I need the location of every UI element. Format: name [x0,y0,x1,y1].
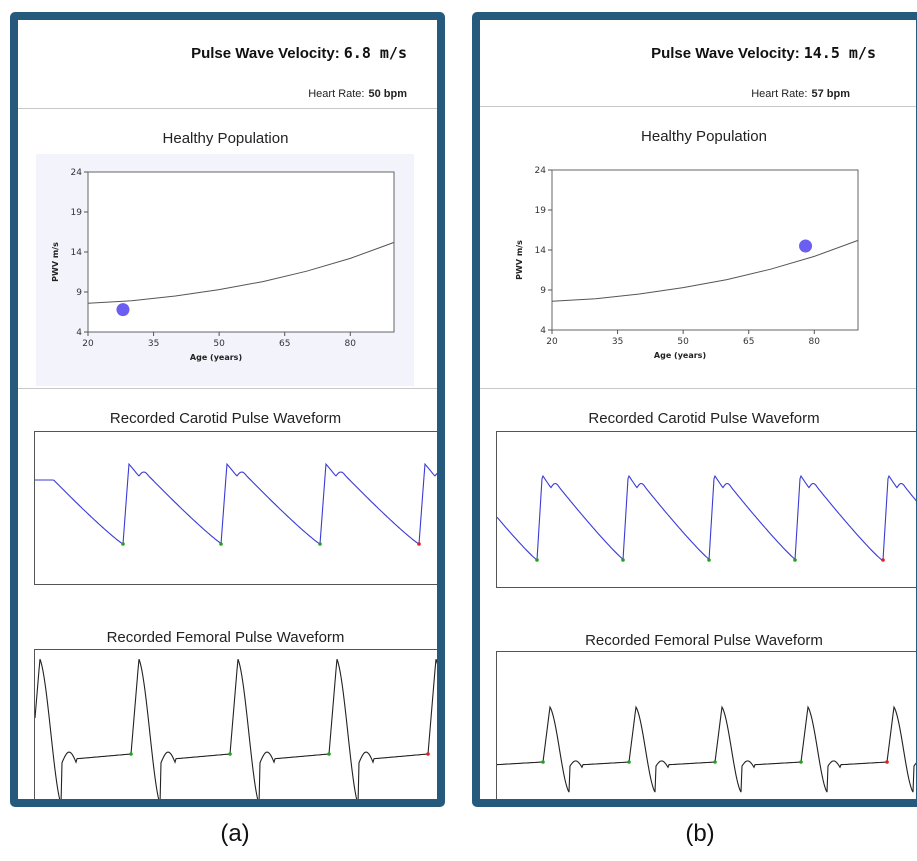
y-axis-label: PWV m/s [51,242,60,282]
heart-rate-label: Heart Rate: [308,88,365,100]
x-tick-label: 65 [743,337,754,347]
wave-foot-marker [417,542,421,546]
patient-point [116,303,130,317]
divider [480,388,916,389]
wave-foot-marker [318,542,322,546]
wave-foot-marker [228,752,232,756]
carotid-waveform-plot [496,431,916,588]
divider [18,388,437,389]
population-chart-title: Healthy Population [641,128,767,145]
heart-rate-readout: Heart Rate: 50 bpm [308,88,407,100]
x-axis-label: Age (years) [190,353,242,362]
wave-foot-marker [799,760,803,764]
waveform-trace [497,474,916,562]
y-tick-label: 14 [71,248,83,258]
pwv-value: 6.8 m/s [343,44,407,62]
wave-foot-marker [621,558,625,562]
femoral-waveform [35,659,437,799]
wave-foot-marker [707,558,711,562]
wave-foot-marker [793,558,797,562]
waveform-trace [35,659,437,799]
x-tick-label: 20 [82,339,94,349]
y-tick-label: 9 [540,286,546,296]
x-tick-label: 50 [213,339,225,349]
y-axis-label: PWV m/s [515,240,524,280]
x-tick-label: 20 [546,337,558,347]
waveform-trace [35,462,437,546]
divider [18,108,437,109]
pwv-readout: Pulse Wave Velocity: 6.8 m/s [191,44,407,62]
y-tick-label: 19 [71,208,83,218]
wave-foot-marker [627,760,631,764]
x-tick-label: 50 [677,337,689,347]
carotid-waveform-plot [34,431,437,585]
heart-rate-value: 57 bpm [811,88,850,100]
pwv-label: Pulse Wave Velocity: [651,45,800,62]
waveform-trace [497,705,916,793]
population-chart: 4 9 14 19 24 20 35 50 65 80 Age (years) PWV m/s [51,168,395,362]
y-tick-label: 4 [540,326,546,336]
divider [480,106,916,107]
pwv-label: Pulse Wave Velocity: [191,45,340,62]
carotid-waveform [497,474,916,562]
y-tick-label: 19 [535,206,547,216]
femoral-waveform-plot [34,649,437,799]
pwv-readout: Pulse Wave Velocity: 14.5 m/s [651,44,876,62]
y-tick-label: 4 [76,328,82,338]
reference-curve [87,241,395,304]
carotid-waveform [35,462,437,546]
y-tick-label: 14 [535,246,547,256]
plot-area [87,171,395,333]
y-tick-label: 24 [535,166,547,176]
carotid-waveform-title: Recorded Carotid Pulse Waveform [109,410,342,427]
y-tick-label: 24 [71,168,83,178]
patient-point [799,239,813,253]
wave-foot-marker [327,752,331,756]
y-tick-label: 9 [76,288,82,298]
wave-foot-marker [121,542,125,546]
x-tick-label: 80 [345,339,357,349]
panel-a: Pulse Wave Velocity: 6.8 m/s Heart Rate: 5… [10,12,445,807]
femoral-waveform-plot [496,651,916,799]
wave-foot-marker [881,558,885,562]
femoral-waveform [497,705,916,793]
carotid-waveform-title: Recorded Carotid Pulse Waveform [588,410,820,427]
femoral-waveform-title: Recorded Femoral Pulse Waveform [106,629,345,646]
x-tick-label: 80 [809,337,821,347]
heart-rate-value: 50 bpm [368,88,407,100]
x-tick-label: 35 [148,339,159,349]
x-axis-label: Age (years) [654,351,706,360]
reference-curve [551,239,859,302]
wave-foot-marker [535,558,539,562]
wave-foot-marker [713,760,717,764]
caption-a: (a) [220,820,250,847]
x-tick-label: 65 [279,339,290,349]
wave-foot-marker [219,542,223,546]
population-chart-title: Healthy Population [162,130,289,147]
plot-area [551,169,859,331]
wave-foot-marker [426,752,430,756]
x-tick-label: 35 [612,337,623,347]
population-chart: 4 9 14 19 24 20 35 50 65 80 Age (years) PWV m/s [515,166,859,360]
wave-foot-marker [885,760,889,764]
heart-rate-readout: Heart Rate: 57 bpm [751,88,850,100]
heart-rate-label: Heart Rate: [751,88,808,100]
panel-b: Pulse Wave Velocity: 14.5 m/s Heart Rate:… [472,12,917,807]
pwv-value: 14.5 m/s [803,44,876,62]
wave-foot-marker [129,752,133,756]
wave-foot-marker [541,760,545,764]
caption-b: (b) [685,820,715,847]
femoral-waveform-title: Recorded Femoral Pulse Waveform [585,632,823,649]
